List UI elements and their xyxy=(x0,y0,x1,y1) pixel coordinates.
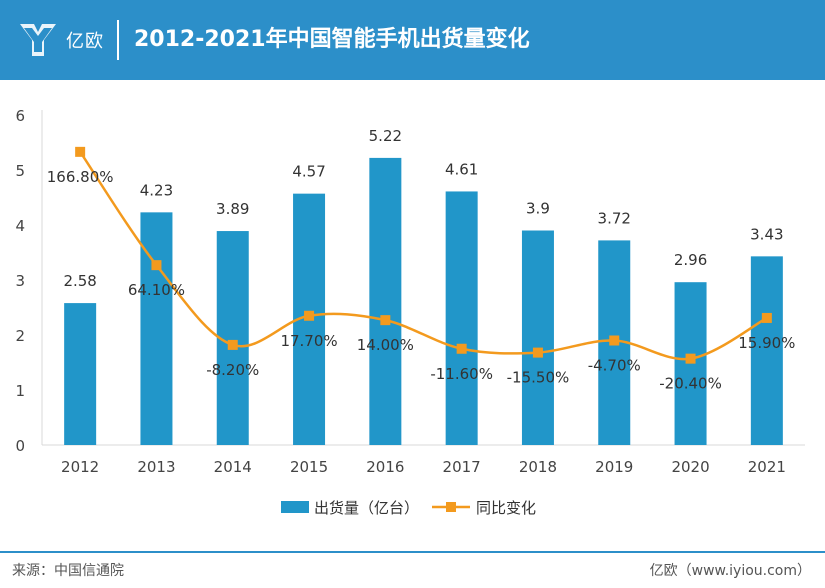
legend-label-yoy: 同比变化 xyxy=(476,499,536,517)
yoy-change-marker xyxy=(75,146,86,157)
x-tick-label: 2018 xyxy=(519,458,557,476)
x-tick-label: 2014 xyxy=(214,458,252,476)
yoy-change-marker xyxy=(685,353,696,364)
bar xyxy=(216,231,249,445)
yoy-change-marker xyxy=(609,335,620,346)
yoy-change-marker xyxy=(304,310,315,321)
footer-divider xyxy=(0,551,825,553)
bar-value-label: 4.57 xyxy=(292,163,325,181)
bar xyxy=(521,230,554,445)
brand-name: 亿欧 xyxy=(66,31,104,52)
yoy-change-marker xyxy=(761,312,772,323)
credit-note[interactable]: 亿欧（www.iyiou.com） xyxy=(649,563,811,579)
bar-value-label: 4.61 xyxy=(445,160,478,178)
source-note: 来源：中国信通院 xyxy=(12,563,124,579)
x-tick-label: 2015 xyxy=(290,458,328,476)
yoy-change-marker xyxy=(380,315,391,326)
header-banner: 亿欧 2012-2021年中国智能手机出货量变化 xyxy=(0,0,825,80)
yoy-change-marker xyxy=(456,343,467,354)
yoy-change-label: 14.00% xyxy=(357,336,414,354)
bar-value-label: 2.58 xyxy=(63,272,96,290)
y-tick-label: 6 xyxy=(15,107,25,125)
header-divider xyxy=(117,20,119,60)
bar-value-label: 3.89 xyxy=(216,200,249,218)
y-tick-label: 0 xyxy=(15,437,25,455)
y-tick-label: 3 xyxy=(15,272,25,290)
chart-title: 2012-2021年中国智能手机出货量变化 xyxy=(134,27,530,52)
yoy-change-label: -20.40% xyxy=(659,375,722,393)
bar-value-label: 3.72 xyxy=(598,209,631,227)
yoy-change-line xyxy=(79,151,768,361)
x-tick-label: 2020 xyxy=(671,458,709,476)
bar xyxy=(750,256,783,445)
x-tick-label: 2013 xyxy=(137,458,175,476)
bar-value-label: 3.9 xyxy=(526,200,550,218)
yoy-change-marker xyxy=(227,339,238,350)
y-tick-label: 2 xyxy=(15,327,25,345)
yoy-change-label: -4.70% xyxy=(588,357,641,375)
brand[interactable]: 亿欧 xyxy=(16,20,104,60)
yoy-change-label: -8.20% xyxy=(206,361,259,379)
yoy-change-label: -11.60% xyxy=(430,365,493,383)
x-tick-label: 2021 xyxy=(748,458,786,476)
yoy-change-marker xyxy=(532,347,543,358)
chart-area: 0 1 2 3 4 5 6 2.58 2012 4.23 2013 3.89 2014 4.57 2015 5… xyxy=(15,107,805,517)
x-tick-label: 2016 xyxy=(366,458,404,476)
x-tick-label: 2017 xyxy=(443,458,481,476)
x-tick-label: 2012 xyxy=(61,458,99,476)
yoy-change-marker xyxy=(151,260,162,271)
bar-value-label: 3.43 xyxy=(750,225,783,243)
yoy-change-label: 17.70% xyxy=(280,332,337,350)
yoy-change-label: 15.90% xyxy=(738,334,795,352)
legend-label-shipments: 出货量（亿台） xyxy=(314,499,419,517)
legend-swatch-shipments xyxy=(281,501,309,513)
bar-value-label: 4.23 xyxy=(140,181,173,199)
yiou-logo-icon xyxy=(20,24,56,56)
bar xyxy=(369,157,402,445)
bar xyxy=(445,191,478,445)
y-tick-label: 1 xyxy=(15,382,25,400)
bar xyxy=(64,303,97,445)
yoy-change-label: 64.10% xyxy=(128,281,185,299)
y-tick-label: 5 xyxy=(15,162,25,180)
y-tick-label: 4 xyxy=(15,217,25,235)
bar xyxy=(140,212,173,445)
x-tick-label: 2019 xyxy=(595,458,633,476)
yoy-change-label: -15.50% xyxy=(507,369,570,387)
yoy-change-label: 166.80% xyxy=(47,168,114,186)
legend-marker-yoy xyxy=(446,502,456,512)
bar-value-label: 5.22 xyxy=(369,127,402,145)
bar-value-label: 2.96 xyxy=(674,251,707,269)
